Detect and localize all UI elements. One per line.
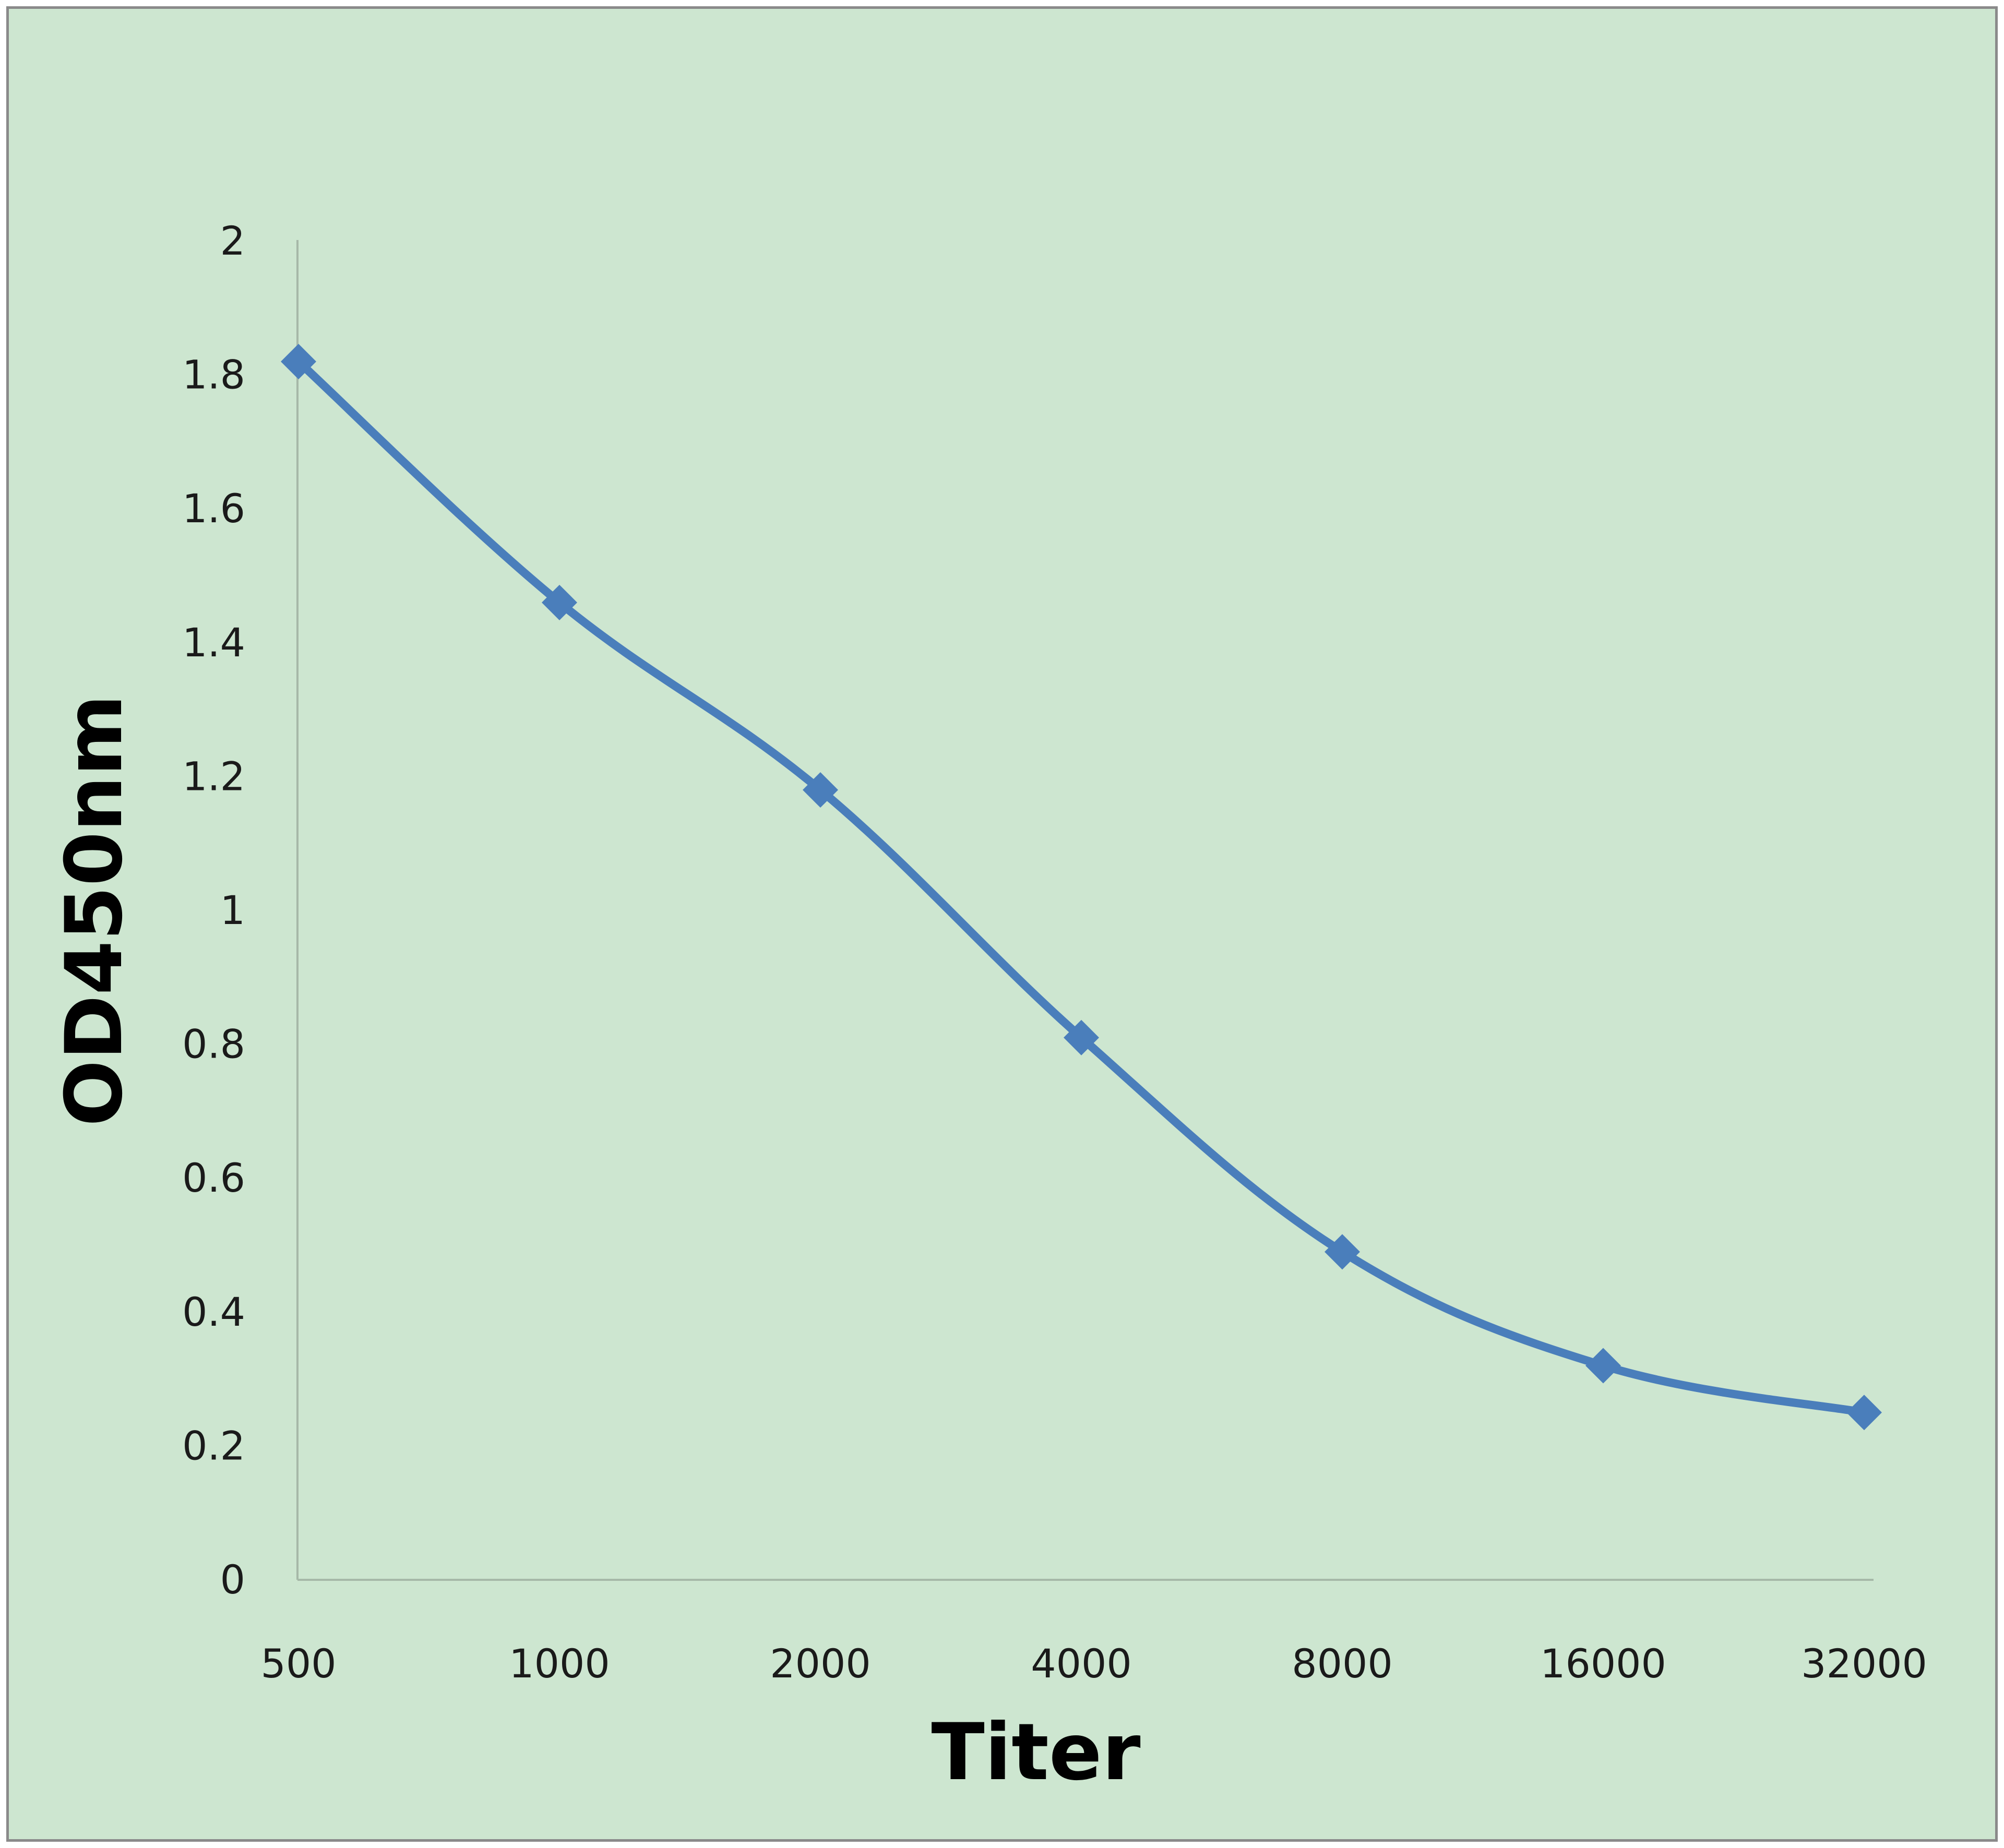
x-tick-label: 4000	[1031, 1640, 1131, 1687]
y-tick-label: 0.4	[182, 1289, 245, 1335]
x-tick-label: 16000	[1540, 1640, 1666, 1687]
x-tick-label: 32000	[1801, 1640, 1927, 1687]
data-points	[281, 343, 1882, 1431]
x-tick-label: 2000	[770, 1640, 870, 1687]
x-tick-label: 500	[260, 1640, 336, 1687]
data-point-marker	[803, 772, 838, 808]
data-point-marker	[1064, 1019, 1099, 1055]
y-tick-label: 1.8	[182, 352, 245, 398]
series-line	[294, 357, 1868, 1417]
x-tick-label: 8000	[1292, 1640, 1392, 1687]
data-point-marker	[1846, 1395, 1882, 1431]
data-point-marker	[1325, 1234, 1360, 1270]
data-point-marker	[1585, 1348, 1621, 1384]
y-tick-label: 0	[220, 1556, 245, 1603]
y-tick-label: 1.2	[182, 753, 245, 799]
data-point-marker	[542, 584, 577, 620]
y-tick-label: 0.8	[182, 1021, 245, 1067]
y-tick-label: 1	[220, 887, 245, 933]
x-tick-label: 1000	[509, 1640, 610, 1687]
y-tick-label: 1.6	[182, 485, 245, 532]
y-axis-title: OD450nm	[49, 694, 140, 1126]
x-axis-tick-labels: 500 1000 2000 4000 8000 16000 32000	[260, 1640, 1927, 1687]
y-tick-label: 0.6	[182, 1155, 245, 1201]
y-axis-tick-labels: 0 0.2 0.4 0.6 0.8 1 1.2 1.4 1.6 1.8 2	[182, 218, 245, 1603]
x-axis-title: Titer	[931, 1707, 1140, 1798]
y-tick-label: 0.2	[182, 1422, 245, 1469]
y-tick-label: 1.4	[182, 619, 245, 666]
y-tick-label: 2	[220, 218, 245, 264]
chart-frame	[6, 6, 1998, 1842]
data-point-marker	[281, 343, 316, 379]
